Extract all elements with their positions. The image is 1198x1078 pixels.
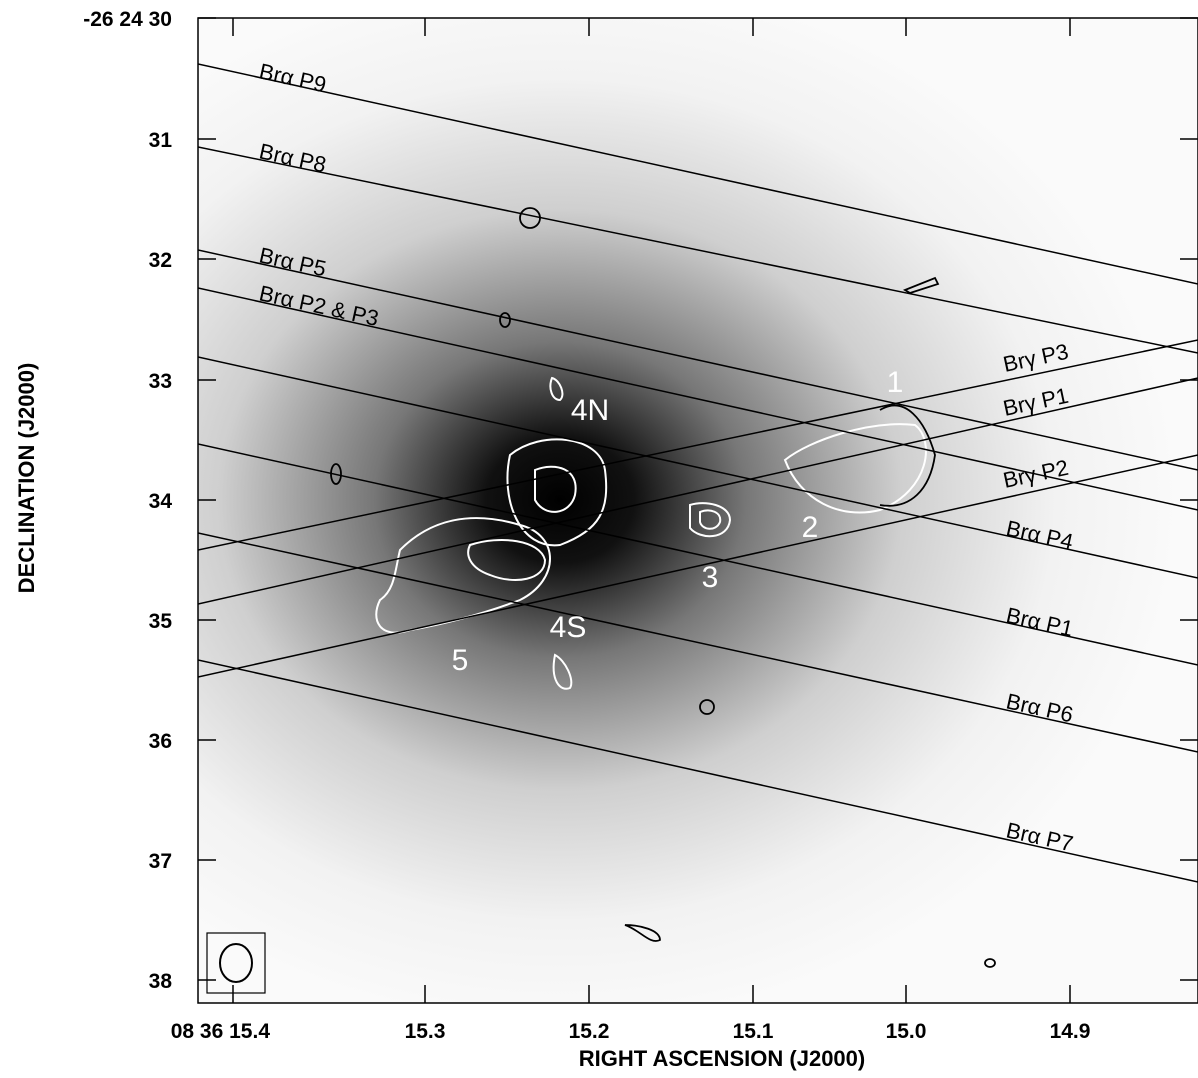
y-tick-label: 37 <box>149 850 172 873</box>
y-tick-label: 34 <box>149 490 173 513</box>
source-label: 4S <box>550 611 587 644</box>
x-tick-label: 15.2 <box>569 1020 610 1043</box>
y-tick-label: 36 <box>149 730 172 753</box>
x-tick-label: 15.0 <box>886 1020 927 1043</box>
y-tick-label: 33 <box>149 370 172 393</box>
image <box>198 18 1198 1003</box>
x-tick-label: 14.9 <box>1050 1020 1091 1043</box>
source-label: 4N <box>571 394 609 427</box>
x-tick-label: 15.3 <box>405 1020 446 1043</box>
y-tick-label: 35 <box>149 610 173 633</box>
x-tick-label: 15.1 <box>733 1020 774 1043</box>
y-tick-label: 38 <box>149 970 173 993</box>
source-label: 1 <box>887 366 904 399</box>
y-axis-label: DECLINATION (J2000) <box>14 363 39 594</box>
figure: Brα P9Brα P8Brα P5Brα P2 & P3Brγ P3Brγ P… <box>0 0 1198 1078</box>
x-tick-label: 08 36 15.4 <box>171 1020 271 1043</box>
y-tick-label: 31 <box>149 129 173 152</box>
source-label: 5 <box>452 644 469 677</box>
y-tick-label: 32 <box>149 249 172 272</box>
x-axis-label: RIGHT ASCENSION (J2000) <box>579 1046 865 1071</box>
source-label: 2 <box>802 511 819 544</box>
source-label: 3 <box>702 561 719 594</box>
y-tick-label: -26 24 30 <box>83 8 172 31</box>
